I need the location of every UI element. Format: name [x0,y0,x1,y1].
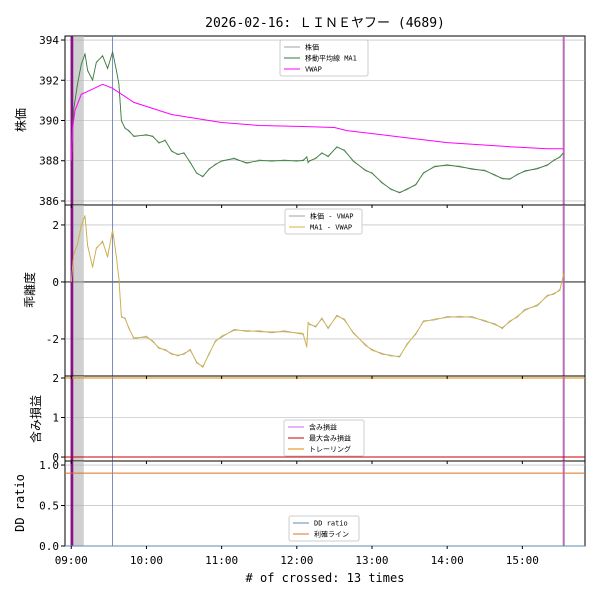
y-tick-label: 390 [39,115,59,128]
profit-legend: 含み損益 最大含み損益 トレーリング [283,419,365,457]
shaded-span [71,461,84,546]
x-tick-label: 09:00 [55,554,88,567]
y-tick-label: 0 [52,451,59,464]
y-tick-label: 1.0 [39,459,59,472]
price-legend: 株価 移動平均線 MA1 VWAP [279,39,369,77]
x-axis-label: # of crossed: 13 times [246,571,405,585]
x-tick-label: 14:00 [431,554,464,567]
deviation-panel: -2 0 2 乖離度 株価 - VWAP MA1 - VWAP [22,204,586,377]
legend-ma1-label: 移動平均線 MA1 [305,54,357,63]
x-tick-label: 10:00 [130,554,163,567]
y-tick-label: 0.5 [39,500,59,513]
deviation-ylabel: 乖離度 [22,272,37,308]
legend-take-profit-label: 利確ライン [314,530,349,539]
legend-vwap-label: VWAP [305,66,322,74]
y-tick-label: 386 [39,195,59,208]
x-axis: 09:00 10:00 11:00 12:00 13:00 14:00 15:00 [55,205,539,567]
legend-max-profit-label: 最大含み損益 [309,434,351,443]
chart-title: 2026-02-16: ＬＩＮＥヤフー (4689) [205,16,445,31]
x-tick-label: 15:00 [506,554,539,567]
profit-y-ticks: 0 1 2 [52,372,65,464]
y-tick-label: 0 [52,276,59,289]
profit-ylabel: 含み損益 [28,395,43,443]
x-tick-label: 13:00 [355,554,388,567]
legend-trailing-label: トレーリング [309,445,351,454]
price-y-ticks: 386 388 390 392 394 [39,34,65,208]
y-tick-label: 394 [39,34,59,47]
ma1-line [70,50,564,194]
legend-dev-ma1-label: MA1 - VWAP [310,224,352,232]
y-tick-label: 2 [52,372,59,385]
price-panel: 386 388 390 392 394 株価 株価 移動平均線 MA1 VWAP [13,34,586,208]
dev-price-line [70,215,565,367]
dd-y-ticks: 0.0 0.5 1.0 [39,459,65,553]
legend-profit-label: 含み損益 [309,423,337,432]
y-tick-label: -2 [46,333,59,346]
price-legend-box [279,39,369,77]
shaded-span [71,376,84,461]
deviation-legend-box [284,208,363,235]
shaded-span [71,36,84,205]
x-tick-label: 11:00 [205,554,238,567]
legend-dev-price-label: 株価 - VWAP [310,212,354,221]
y-tick-label: 2 [52,219,59,232]
deviation-y-ticks: -2 0 2 [46,219,65,346]
profit-overlays [70,376,565,461]
y-tick-label: 392 [39,74,59,87]
legend-dd-label: DD ratio [314,520,348,528]
deviation-legend: 株価 - VWAP MA1 - VWAP [284,208,363,235]
price-grid [65,39,585,202]
y-tick-label: 388 [39,155,59,168]
legend-price-label: 株価 [305,43,319,52]
vwap-line [70,83,564,161]
dd-legend-box [288,515,360,542]
shaded-span [71,205,84,376]
profit-legend-box [283,419,365,457]
price-overlays [70,36,565,205]
dev-ma1-line [70,216,565,369]
dd-legend: DD ratio 利確ライン [288,515,360,542]
dd-ylabel: DD ratio [13,474,27,532]
dd-overlays [70,461,565,546]
x-tick-label: 12:00 [280,554,313,567]
deviation-overlays [70,205,565,376]
profit-panel: 0 1 2 含み損益 含み損益 最大含み損益 トレーリング [28,372,586,464]
dd-panel: 0.0 0.5 1.0 DD ratio DD ratio 利確ライン [13,459,586,553]
y-tick-label: 1 [52,412,59,425]
y-tick-label: 0.0 [39,540,59,553]
price-ylabel: 株価 [13,108,28,132]
